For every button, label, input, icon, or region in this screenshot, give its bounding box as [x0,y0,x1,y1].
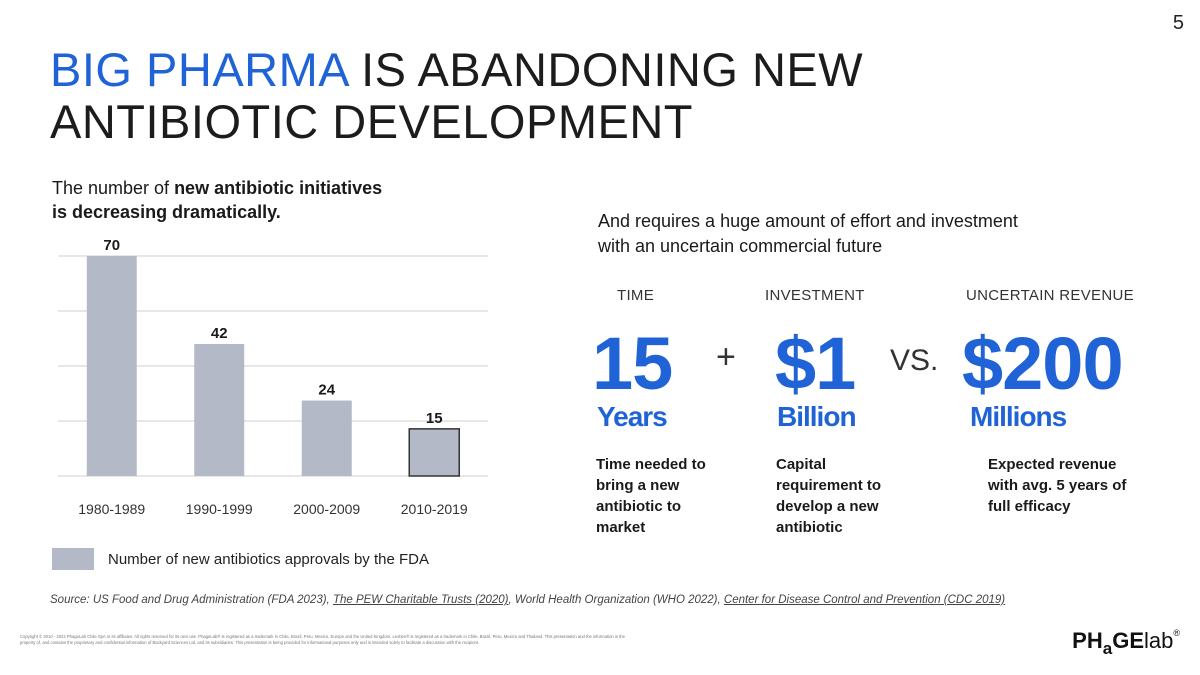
logo-lab: lab [1144,628,1174,653]
slide-title: BIG PHARMA IS ABANDONING NEW ANTIBIOTIC … [50,44,1050,148]
investment-desc-line: Capital [776,456,827,473]
time-desc-line: bring a new [596,477,680,494]
title-accent: BIG PHARMA [50,43,348,96]
plus-sign: + [716,338,736,376]
investment-desc-line: requirement to [776,477,882,494]
bar [408,428,460,477]
source-middle: , World Health Organization (WHO 2022), [508,594,724,606]
bar [86,256,137,476]
investment-desc-line: develop a new [776,498,879,515]
x-tick-label: 1980-1989 [78,501,145,517]
logo-ph: PH [1072,628,1103,653]
time-unit: Years [597,401,668,432]
chart-heading-bold2: is decreasing dramatically. [52,202,281,222]
revenue-heading: UNCERTAIN REVENUE [966,287,1134,304]
revenue-unit: Millions [970,401,1067,432]
bar [194,344,245,476]
vs-label: VS. [890,344,939,377]
time-desc-line: market [596,519,646,536]
time-heading: TIME [617,287,655,304]
revenue-desc-line: with avg. 5 years of [988,477,1127,494]
source-citation: Source: US Food and Drug Administration … [50,594,1005,606]
time-description: Time needed to bring a new antibiotic to… [596,454,706,538]
legend-label: Number of new antibiotics approvals by t… [108,550,429,568]
revenue-number: $200 [962,322,1124,405]
right-intro-line2: with an uncertain commercial future [598,236,883,256]
logo-registered: ® [1173,628,1180,638]
investment-description: Capital requirement to develop a new ant… [776,454,881,538]
title-rest: IS ABANDONING NEW [347,43,864,96]
time-desc-line: Time needed to [596,456,706,473]
source-link-cdc[interactable]: Center for Disease Control and Preventio… [723,594,1006,606]
revenue-description: Expected revenue with avg. 5 years of fu… [988,454,1126,517]
data-label: 24 [318,382,335,399]
chart-heading-bold1: new antibiotic initiatives [174,178,383,198]
logo-ge: GE [1112,628,1144,653]
bar-chart-svg: 70 1980-1989 42 1990-1999 24 2000-2009 15 2010-… [58,237,488,517]
right-intro-text: And requires a huge amount of effort and… [598,209,1118,259]
data-label: 15 [426,410,443,427]
source-link-pew[interactable]: The PEW Charitable Trusts (2020) [332,594,509,606]
bar [301,400,352,476]
data-label: 70 [103,237,120,254]
source-prefix: Source: US Food and Drug Administration … [50,594,333,606]
x-tick-label: 2000-2009 [293,501,360,517]
chart-legend: Number of new antibiotics approvals by t… [52,548,429,570]
legend-swatch [52,548,94,570]
investment-desc-line: antibiotic [776,519,843,536]
copyright-text: Copyright © 2010 - 2022 PhageLab Chile S… [20,634,625,645]
chart-heading: The number of new antibiotic initiatives… [52,176,382,224]
chart-heading-part1: The number of [52,178,175,198]
x-tick-label: 2010-2019 [401,501,468,517]
title-line-1: BIG PHARMA IS ABANDONING NEW [50,44,1050,96]
title-line-2: ANTIBIOTIC DEVELOPMENT [50,95,693,148]
investment-heading: INVESTMENT [765,287,865,304]
investment-number: $1 [775,322,856,405]
bar-chart: 70 1980-1989 42 1990-1999 24 2000-2009 15 2010-… [50,236,490,536]
investment-unit: Billion [777,401,857,432]
revenue-desc-line: full efficacy [988,498,1071,515]
logo-a: a [1102,639,1113,658]
revenue-desc-line: Expected revenue [988,456,1117,473]
right-intro-line1: And requires a huge amount of effort and… [598,211,1018,231]
page-number: 5 [1172,12,1184,34]
time-number: 15 [592,322,673,405]
time-desc-line: antibiotic to [596,498,681,515]
phagelab-logo: PH a GE lab ® [1072,628,1180,658]
x-tick-label: 1990-1999 [186,501,253,517]
data-label: 42 [211,325,228,342]
